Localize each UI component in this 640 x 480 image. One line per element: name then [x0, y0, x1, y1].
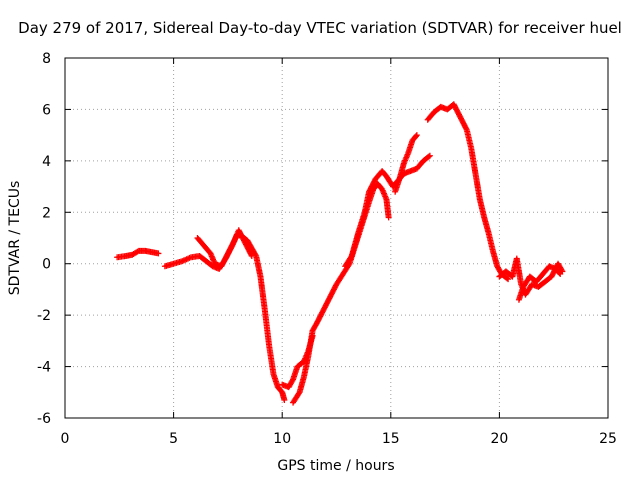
data-point [505, 276, 512, 283]
data-point [248, 253, 255, 259]
data-points [114, 101, 566, 406]
y-tick-label: 2 [42, 205, 51, 221]
data-point [426, 152, 433, 159]
chart-title: Day 279 of 2017, Sidereal Day-to-day VTE… [18, 19, 622, 37]
x-tick-label: 5 [169, 431, 178, 447]
y-tick-label: -2 [37, 308, 51, 324]
grid [65, 58, 608, 418]
y-tick-label: -4 [37, 360, 51, 376]
data-point [289, 377, 296, 384]
data-point [295, 390, 302, 397]
data-point [556, 269, 563, 276]
axis-ticks [64, 57, 609, 419]
x-tick-label: 20 [490, 431, 508, 447]
x-tick-label: 10 [273, 431, 291, 447]
data-point [155, 250, 162, 257]
data-point [347, 254, 354, 261]
data-point [463, 125, 470, 132]
data-point [425, 153, 432, 160]
plot-frame [64, 57, 609, 419]
y-tick-label: -6 [37, 411, 51, 427]
y-tick-labels: -6 -4 -2 0 2 4 6 8 [37, 51, 51, 427]
y-tick-label: 6 [42, 102, 51, 118]
data-point [557, 271, 564, 277]
data-point [248, 251, 255, 258]
data-point [281, 397, 288, 403]
data-point [385, 214, 392, 221]
data-point [230, 238, 237, 245]
data-point [412, 133, 419, 140]
data-point [413, 132, 420, 139]
y-tick-label: 8 [42, 51, 51, 67]
y-axis-label: SDTVAR / TECUs [7, 181, 23, 296]
y-tick-label: 4 [42, 154, 51, 170]
data-point [504, 275, 511, 282]
x-axis-label: GPS time / hours [277, 458, 394, 474]
x-tick-label: 15 [382, 431, 400, 447]
x-tick-label: 0 [61, 431, 70, 447]
x-tick-labels: 0 5 10 15 20 25 [61, 431, 617, 447]
x-tick-label: 25 [599, 431, 617, 447]
y-tick-label: 0 [42, 257, 51, 273]
